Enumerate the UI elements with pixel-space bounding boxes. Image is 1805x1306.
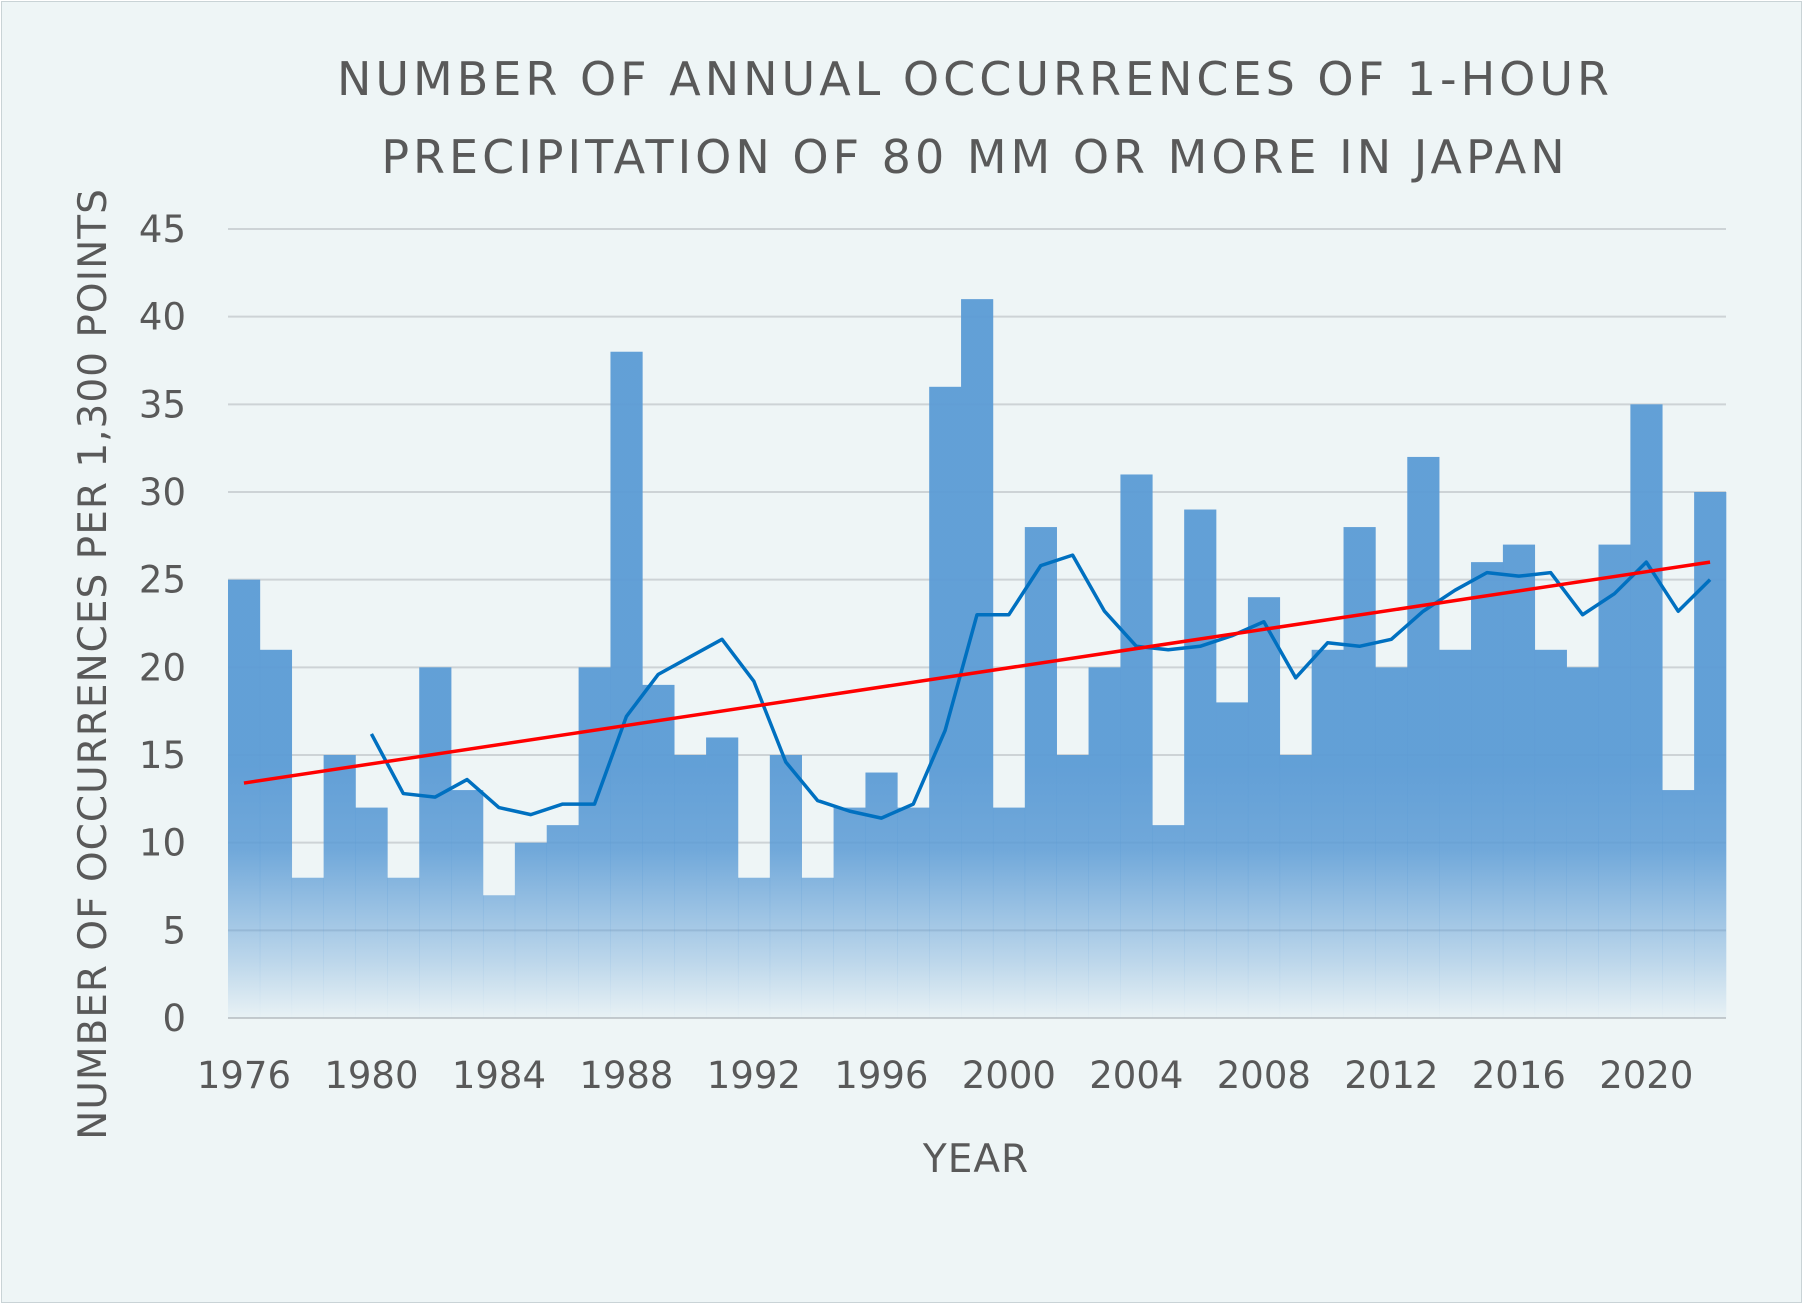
- bar: [291, 877, 324, 1018]
- bar: [1024, 527, 1057, 1018]
- bar: [769, 755, 802, 1018]
- x-tick-label: 2004: [1089, 1054, 1183, 1097]
- x-axis-label: YEAR: [922, 1137, 1029, 1182]
- bar: [801, 877, 834, 1018]
- y-tick-label: 30: [139, 471, 186, 514]
- x-tick-label: 2008: [1217, 1054, 1311, 1097]
- moving-average-line: [369, 553, 1712, 820]
- bar: [1630, 404, 1663, 1019]
- bar: [546, 825, 579, 1018]
- x-tick-label: 2000: [962, 1054, 1056, 1097]
- bar: [833, 807, 866, 1018]
- bar: [1088, 667, 1121, 1018]
- x-tick-label: 1976: [197, 1054, 291, 1097]
- bar: [1247, 597, 1281, 1018]
- x-tick-label: 1992: [707, 1054, 801, 1097]
- bar: [992, 807, 1026, 1018]
- bar: [706, 737, 739, 1018]
- y-axis-label: NUMBER OF OCCURRENCES PER 1,300 POINTS: [71, 188, 116, 1140]
- trend-line: [243, 560, 1711, 785]
- bar: [1502, 544, 1536, 1018]
- x-tick-label: 2020: [1599, 1054, 1693, 1097]
- y-tick-label: 35: [139, 383, 186, 426]
- bar: [323, 755, 356, 1018]
- bar: [1439, 649, 1472, 1018]
- bar: [1343, 527, 1376, 1018]
- chart-title-line-1: NUMBER OF ANNUAL OCCURRENCES OF 1-HOUR: [336, 52, 1614, 106]
- bar: [1311, 649, 1344, 1018]
- bar: [1152, 825, 1185, 1018]
- bar: [1598, 544, 1631, 1018]
- y-tick-label: 0: [162, 997, 186, 1040]
- y-tick-label: 45: [139, 208, 186, 251]
- bar: [514, 842, 548, 1018]
- bar: [578, 667, 611, 1018]
- bar: [419, 667, 452, 1018]
- x-tick-label: 1984: [452, 1054, 546, 1097]
- x-tick-label: 2012: [1344, 1054, 1438, 1097]
- bar: [387, 877, 420, 1018]
- chart-title: NUMBER OF ANNUAL OCCURRENCES OF 1-HOUR P…: [150, 40, 1800, 196]
- bar: [929, 386, 962, 1018]
- bar: [610, 351, 643, 1019]
- bar: [1375, 667, 1408, 1018]
- y-tick-label: 20: [139, 646, 186, 689]
- y-tick-label: 15: [139, 734, 186, 777]
- chart-title-line-2: PRECIPITATION OF 80 MM OR MORE IN JAPAN: [381, 130, 1569, 184]
- bar: [897, 807, 930, 1018]
- y-tick-label: 10: [139, 822, 186, 865]
- bar: [1056, 755, 1089, 1018]
- bar: [865, 772, 898, 1018]
- bar: [259, 649, 293, 1018]
- x-tick-label: 1988: [579, 1054, 673, 1097]
- bar: [1216, 702, 1249, 1018]
- bar: [1662, 790, 1695, 1018]
- y-tick-label: 5: [162, 909, 186, 952]
- bar: [737, 877, 771, 1018]
- bar: [1120, 474, 1153, 1019]
- bar: [355, 807, 388, 1018]
- bar: [1279, 755, 1312, 1018]
- x-tick-label: 2016: [1472, 1054, 1566, 1097]
- bar: [1407, 456, 1440, 1018]
- bar: [1566, 667, 1599, 1018]
- bar: [674, 755, 707, 1018]
- bar: [1534, 649, 1567, 1018]
- bar: [228, 579, 261, 1018]
- y-tick-label: 40: [139, 296, 186, 339]
- y-tick-label: 25: [139, 559, 186, 602]
- x-tick-label: 1996: [834, 1054, 928, 1097]
- bar: [451, 790, 484, 1018]
- x-tick-label: 1980: [324, 1054, 418, 1097]
- bar: [1184, 509, 1217, 1018]
- bar: [1694, 492, 1727, 1018]
- bar: [482, 895, 516, 1018]
- bar: [642, 684, 675, 1018]
- bar: [1471, 562, 1504, 1018]
